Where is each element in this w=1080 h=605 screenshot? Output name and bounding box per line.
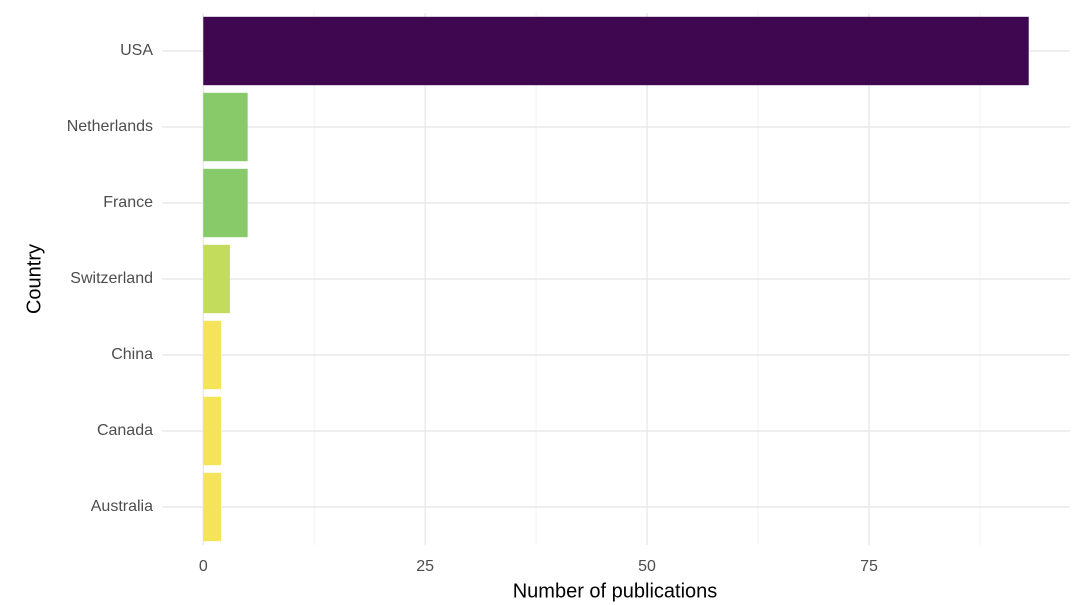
x-tick-label: 0 <box>199 558 208 575</box>
y-tick-label: China <box>111 346 153 363</box>
x-tick-label: 50 <box>638 558 656 575</box>
y-tick-label: Switzerland <box>70 270 153 287</box>
x-tick-label: 75 <box>860 558 878 575</box>
y-tick-label: Netherlands <box>67 118 153 135</box>
bar <box>203 396 222 466</box>
bar <box>203 92 248 162</box>
y-tick-label: Canada <box>97 422 153 439</box>
bar <box>203 168 248 238</box>
bar <box>203 320 222 390</box>
y-tick-label: USA <box>120 42 153 59</box>
bar <box>203 244 230 314</box>
x-tick-label: 25 <box>416 558 434 575</box>
y-axis-title: Country <box>23 244 45 314</box>
bar <box>203 472 222 542</box>
y-tick-label: France <box>103 194 153 211</box>
bar <box>203 16 1029 86</box>
y-tick-label: Australia <box>91 498 153 515</box>
x-axis-title: Number of publications <box>513 580 718 602</box>
